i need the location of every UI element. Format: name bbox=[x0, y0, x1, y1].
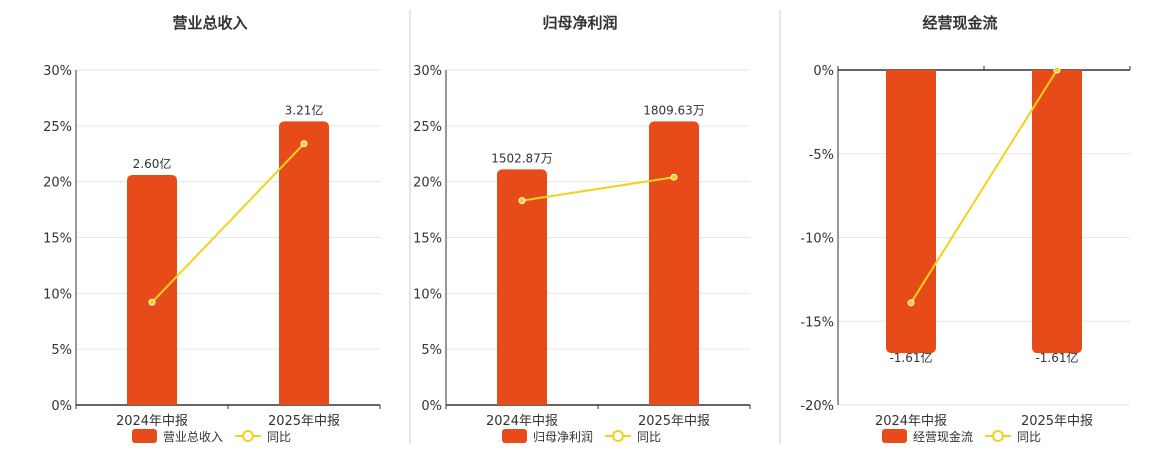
legend-bar-label: 归母净利润 bbox=[533, 430, 593, 444]
legend-line-marker bbox=[612, 430, 624, 442]
yoy-point bbox=[1053, 66, 1061, 74]
y-tick-label: 5% bbox=[51, 343, 72, 358]
legend-line-label: 同比 bbox=[637, 430, 661, 444]
bar bbox=[127, 174, 177, 405]
legend-bar-swatch bbox=[132, 429, 157, 443]
y-tick-label: -15% bbox=[800, 315, 834, 330]
x-category-label: 2025年中报 bbox=[268, 414, 340, 429]
bar-data-label: 1502.87万 bbox=[491, 151, 553, 165]
x-category-label: 2024年中报 bbox=[875, 414, 947, 429]
chart-title: 归母净利润 bbox=[542, 14, 617, 32]
legend: 经营现金流 同比 bbox=[882, 429, 1041, 444]
bar-data-label: -1.61亿 bbox=[889, 350, 932, 365]
y-tick-label: 10% bbox=[413, 287, 442, 302]
y-tick-label: -10% bbox=[800, 232, 834, 247]
legend-bar-label: 营业总收入 bbox=[163, 430, 223, 444]
legend: 归母净利润 同比 bbox=[502, 429, 661, 444]
legend: 营业总收入 同比 bbox=[132, 429, 291, 444]
legend-bar-swatch bbox=[502, 429, 527, 443]
y-tick-label: 15% bbox=[43, 232, 72, 247]
legend-line-marker bbox=[992, 430, 1004, 442]
bar bbox=[279, 121, 329, 405]
legend-line-marker bbox=[242, 430, 254, 442]
chart-title: 营业总收入 bbox=[172, 14, 247, 32]
y-tick-label: 15% bbox=[413, 232, 442, 247]
chart-panel-1: 营业总收入 0% 5% 10% 15% 20% 25% 30% 2.60亿 3.21亿 2024年中… bbox=[43, 14, 381, 444]
chart-title: 经营现金流 bbox=[922, 14, 997, 32]
yoy-line bbox=[521, 176, 675, 202]
bar bbox=[497, 169, 547, 405]
y-tick-label: 30% bbox=[413, 64, 442, 79]
y-tick-label: 25% bbox=[413, 120, 442, 135]
yoy-point bbox=[670, 173, 678, 181]
bar bbox=[649, 121, 699, 405]
yoy-line bbox=[151, 143, 305, 303]
yoy-point bbox=[300, 140, 308, 148]
bar-data-label: 3.21亿 bbox=[285, 102, 324, 117]
y-tick-label: 0% bbox=[813, 64, 834, 79]
y-tick-label: -5% bbox=[809, 148, 834, 163]
y-tick-label: 20% bbox=[43, 176, 72, 191]
legend-bar-label: 经营现金流 bbox=[913, 429, 973, 444]
yoy-point bbox=[518, 197, 526, 205]
chart-panel-2: 归母净利润 0% 5% 10% 15% 20% 25% 30% 1502.87万 1809.63万… bbox=[413, 14, 751, 444]
y-tick-label: -20% bbox=[800, 399, 834, 414]
y-tick-label: 10% bbox=[43, 287, 72, 302]
x-category-label: 2024年中报 bbox=[116, 414, 188, 429]
yoy-point bbox=[148, 298, 156, 306]
chart-panel-3: 经营现金流 -20% -15% -10% -5% 0% -1.61亿 -1.61亿 2024年中… bbox=[800, 14, 1131, 444]
yoy-point bbox=[907, 299, 915, 307]
y-tick-label: 0% bbox=[51, 399, 72, 414]
bar-data-label: -1.61亿 bbox=[1035, 350, 1078, 365]
y-tick-label: 20% bbox=[413, 176, 442, 191]
legend-line-label: 同比 bbox=[1017, 430, 1041, 444]
y-tick-label: 5% bbox=[421, 343, 442, 358]
x-category-label: 2025年中报 bbox=[1021, 414, 1093, 429]
y-tick-label: 25% bbox=[43, 120, 72, 135]
x-category-label: 2024年中报 bbox=[486, 414, 558, 429]
y-tick-label: 30% bbox=[43, 64, 72, 79]
x-category-label: 2025年中报 bbox=[638, 414, 710, 429]
bar bbox=[886, 70, 936, 354]
yoy-line bbox=[910, 69, 1058, 304]
y-tick-label: 0% bbox=[421, 399, 442, 414]
legend-bar-swatch bbox=[882, 429, 907, 443]
bar-data-label: 2.60亿 bbox=[133, 156, 172, 171]
bar-data-label: 1809.63万 bbox=[643, 103, 705, 117]
bar bbox=[1032, 70, 1082, 354]
legend-line-label: 同比 bbox=[267, 430, 291, 444]
